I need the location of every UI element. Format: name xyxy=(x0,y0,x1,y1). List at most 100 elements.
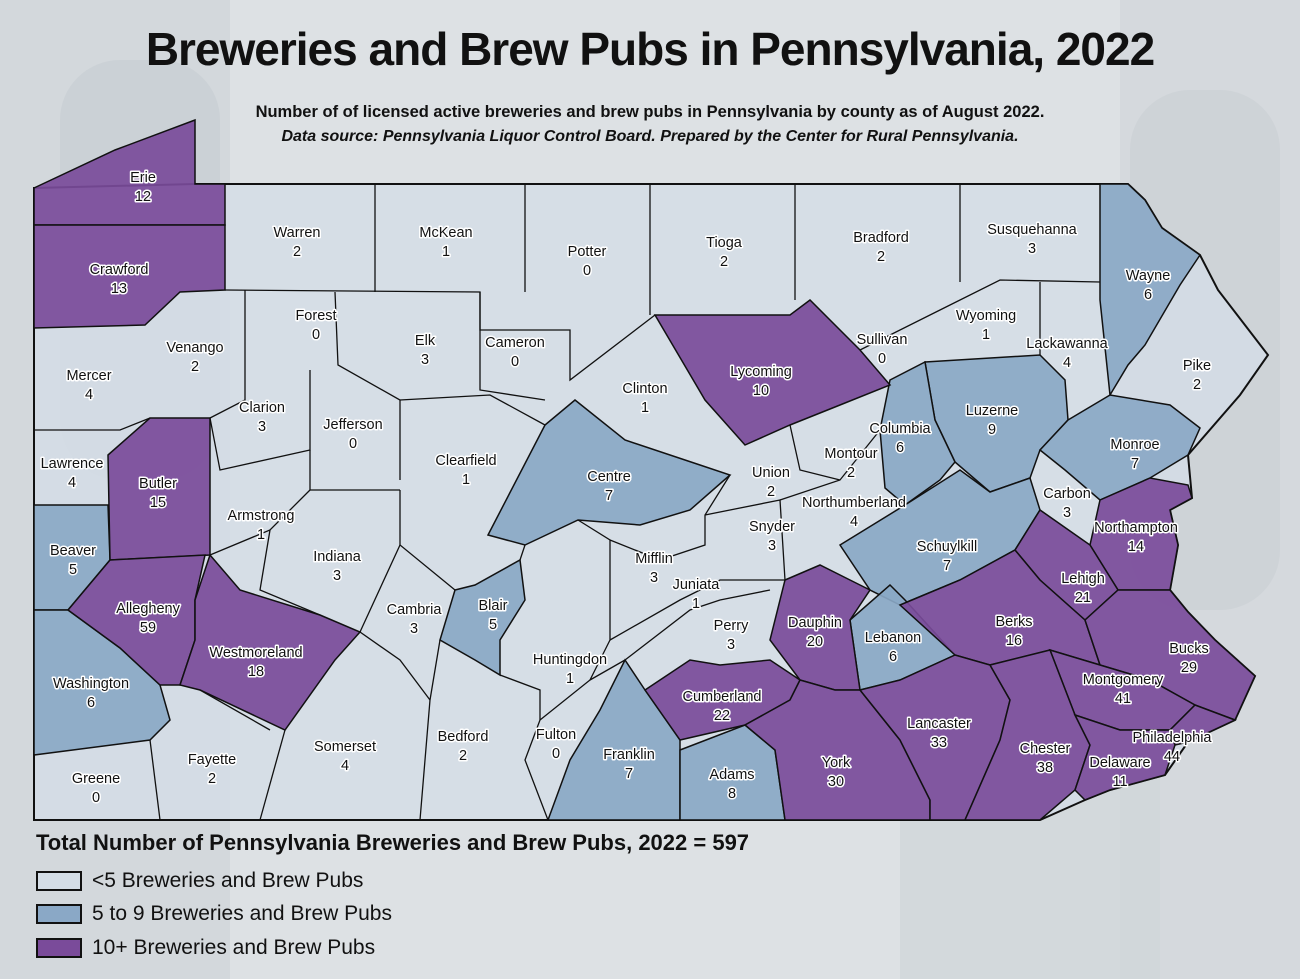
county-name-wyoming: Wyoming xyxy=(956,308,1016,324)
county-borders xyxy=(34,184,1101,821)
county-value-elk: 3 xyxy=(421,352,429,368)
county-lycoming[interactable] xyxy=(653,299,892,446)
county-value-mckean: 1 xyxy=(442,244,450,260)
legend-swatch-mid xyxy=(36,904,82,924)
county-butler[interactable] xyxy=(107,417,211,561)
county-westmoreland[interactable] xyxy=(179,553,362,731)
county-value-venango: 2 xyxy=(191,359,199,375)
county-name-bedford: Bedford xyxy=(438,729,489,745)
county-columbia[interactable] xyxy=(879,360,956,506)
county-name-somerset: Somerset xyxy=(314,739,376,755)
county-name-bucks: Bucks xyxy=(1169,641,1209,657)
county-name-blair: Blair xyxy=(478,598,507,614)
county-value-fayette: 2 xyxy=(208,771,216,787)
legend-label-mid: 5 to 9 Breweries and Brew Pubs xyxy=(92,902,392,925)
county-value-fulton: 0 xyxy=(552,746,560,762)
county-value-potter: 0 xyxy=(583,263,591,279)
county-name-mckean: McKean xyxy=(419,225,472,241)
county-name-northumberland: Northumberland xyxy=(802,495,906,511)
county-name-york: York xyxy=(822,755,851,771)
county-name-lycoming: Lycoming xyxy=(730,364,792,380)
county-value-chester: 38 xyxy=(1037,760,1053,776)
county-value-adams: 8 xyxy=(728,786,736,802)
county-value-dauphin: 20 xyxy=(807,634,823,650)
county-name-allegheny: Allegheny xyxy=(116,601,180,617)
county-name-schuylkill: Schuylkill xyxy=(917,539,977,555)
county-name-wayne: Wayne xyxy=(1126,268,1171,284)
county-value-lackawanna: 4 xyxy=(1063,355,1071,371)
county-value-huntingdon: 1 xyxy=(566,671,574,687)
county-crawford[interactable] xyxy=(33,224,226,329)
county-name-mercer: Mercer xyxy=(66,368,111,384)
county-value-warren: 2 xyxy=(293,244,301,260)
county-name-lebanon: Lebanon xyxy=(865,630,921,646)
county-value-lehigh: 21 xyxy=(1075,590,1091,606)
county-name-potter: Potter xyxy=(568,244,607,260)
county-blair[interactable] xyxy=(439,558,526,677)
county-name-dauphin: Dauphin xyxy=(788,615,842,631)
county-value-mercer: 4 xyxy=(85,387,93,403)
county-name-westmoreland: Westmoreland xyxy=(209,645,302,661)
county-value-philadelphia: 44 xyxy=(1164,749,1180,765)
county-name-perry: Perry xyxy=(714,618,749,634)
county-value-greene: 0 xyxy=(92,790,100,806)
county-value-cambria: 3 xyxy=(410,621,418,637)
county-name-delaware: Delaware xyxy=(1089,755,1150,771)
county-name-juniata: Juniata xyxy=(673,577,721,593)
county-value-centre: 7 xyxy=(605,488,613,504)
county-monroe[interactable] xyxy=(1038,394,1201,501)
county-name-monroe: Monroe xyxy=(1110,437,1159,453)
legend-label-high: 10+ Breweries and Brew Pubs xyxy=(92,936,376,959)
county-value-lycoming: 10 xyxy=(753,383,769,399)
county-value-erie: 12 xyxy=(135,189,151,205)
county-value-montgomery: 41 xyxy=(1115,691,1131,707)
county-name-bradford: Bradford xyxy=(853,230,909,246)
county-value-berks: 16 xyxy=(1006,633,1022,649)
county-name-clinton: Clinton xyxy=(622,381,667,397)
county-name-snyder: Snyder xyxy=(749,519,795,535)
county-name-cameron: Cameron xyxy=(485,335,545,351)
legend-swatch-high xyxy=(36,938,82,958)
county-name-fayette: Fayette xyxy=(188,752,236,768)
total-count-label: Total Number of Pennsylvania Breweries a… xyxy=(36,830,750,855)
county-value-washington: 6 xyxy=(87,695,95,711)
county-chester[interactable] xyxy=(963,649,1091,821)
county-value-wayne: 6 xyxy=(1144,287,1152,303)
county-name-northampton: Northampton xyxy=(1094,520,1178,536)
legend-item-mid: 5 to 9 Breweries and Brew Pubs xyxy=(36,901,392,927)
county-value-westmoreland: 18 xyxy=(248,664,264,680)
county-value-clinton: 1 xyxy=(641,400,649,416)
county-name-clearfield: Clearfield xyxy=(435,453,496,469)
county-value-carbon: 3 xyxy=(1063,505,1071,521)
legend-label-low: <5 Breweries and Brew Pubs xyxy=(92,869,364,892)
county-name-lehigh: Lehigh xyxy=(1061,571,1105,587)
county-name-chester: Chester xyxy=(1020,741,1071,757)
county-name-tioga: Tioga xyxy=(706,235,743,251)
county-value-snyder: 3 xyxy=(768,538,776,554)
county-name-erie: Erie xyxy=(130,170,156,186)
county-name-carbon: Carbon xyxy=(1043,486,1091,502)
county-value-mifflin: 3 xyxy=(650,570,658,586)
county-value-armstrong: 1 xyxy=(257,527,265,543)
county-value-blair: 5 xyxy=(489,617,497,633)
county-value-sullivan: 0 xyxy=(878,351,886,367)
county-value-clarion: 3 xyxy=(258,419,266,435)
county-name-lackawanna: Lackawanna xyxy=(1026,336,1108,352)
county-value-northumberland: 4 xyxy=(850,514,858,530)
map-subtitle: Number of of licensed active breweries a… xyxy=(255,103,1045,121)
county-value-crawford: 13 xyxy=(111,281,127,297)
county-value-clearfield: 1 xyxy=(462,472,470,488)
county-value-butler: 15 xyxy=(150,495,166,511)
county-value-monroe: 7 xyxy=(1131,456,1139,472)
county-name-crawford: Crawford xyxy=(90,262,149,278)
data-source-note: Data source: Pennsylvania Liquor Control… xyxy=(281,128,1019,145)
county-name-huntingdon: Huntingdon xyxy=(533,652,607,668)
county-wayne[interactable] xyxy=(1099,183,1202,398)
county-value-juniata: 1 xyxy=(692,596,700,612)
county-name-luzerne: Luzerne xyxy=(966,403,1018,419)
county-name-pike: Pike xyxy=(1183,358,1211,374)
county-delaware[interactable] xyxy=(1073,713,1176,801)
county-value-luzerne: 9 xyxy=(988,422,996,438)
county-dauphin[interactable] xyxy=(769,564,872,691)
county-value-lawrence: 4 xyxy=(68,475,76,491)
